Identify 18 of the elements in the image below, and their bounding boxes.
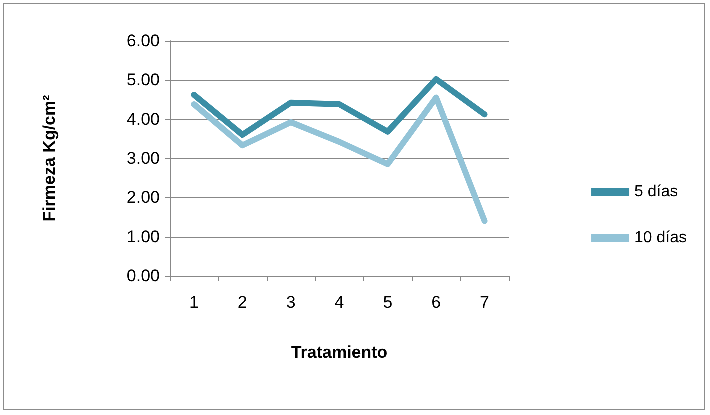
x-tick-label: 6	[432, 293, 442, 312]
y-tick-label: 3.00	[126, 149, 160, 168]
y-tick-label: 4.00	[126, 110, 160, 129]
y-tick-label: 5.00	[126, 70, 160, 90]
y-axis-title: Firmeza Kg/cm²	[40, 94, 59, 222]
x-tick-label: 1	[189, 293, 199, 312]
x-tick-label: 7	[480, 293, 490, 312]
legend-label: 10 días	[634, 230, 687, 246]
x-tick-label: 5	[383, 293, 393, 312]
y-tick-label: 0.00	[126, 266, 160, 286]
x-tick-label: 3	[286, 293, 296, 312]
x-tick-label: 2	[238, 293, 248, 312]
y-tick-label: 1.00	[126, 227, 160, 246]
y-tick-label: 2.00	[126, 188, 160, 208]
x-tick-label: 4	[334, 293, 344, 312]
y-tick-label: 6.00	[126, 32, 160, 50]
x-axis-title: Tratamiento	[291, 343, 388, 362]
legend-label: 5 días	[634, 184, 678, 200]
